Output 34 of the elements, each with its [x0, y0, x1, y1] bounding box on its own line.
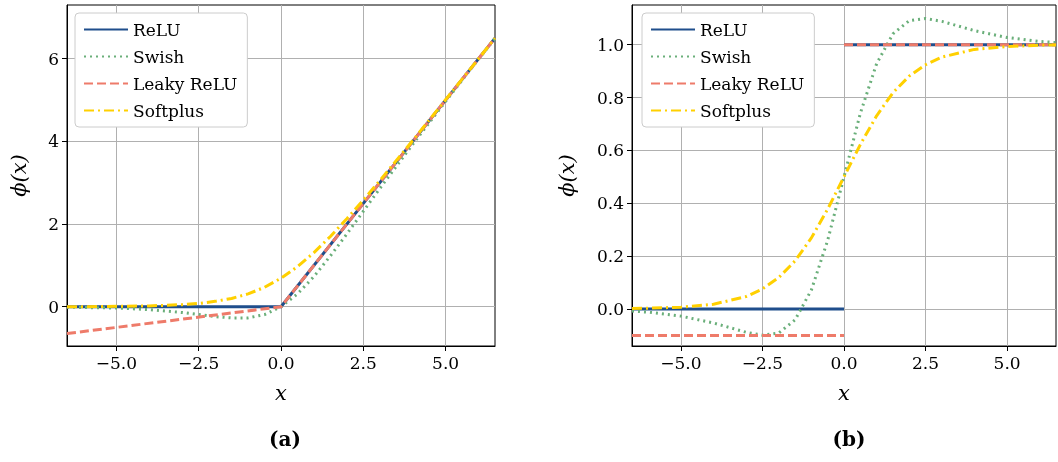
y-axis-title: ϕ(x)	[6, 154, 31, 197]
y-tick-label: 0.2	[596, 246, 624, 267]
x-tick-label: 2.5	[912, 352, 940, 373]
y-tick-label: 4	[48, 131, 59, 152]
y-axis-title: ϕ(x)	[554, 154, 579, 197]
legend-label: ReLU	[133, 19, 181, 40]
x-tick-label: −5.0	[95, 352, 138, 373]
x-tick-label: 0.0	[830, 352, 858, 373]
y-tick-label: 0.8	[596, 87, 624, 108]
y-tick-label: 6	[48, 48, 59, 69]
y-tick-label: 0.6	[596, 140, 624, 161]
y-tick-label: 0.4	[596, 193, 624, 214]
y-tick-label: 1.0	[596, 34, 624, 55]
x-tick-label: 5.0	[432, 352, 460, 373]
x-axis-title: x	[275, 380, 288, 405]
text: (b)	[832, 427, 866, 451]
legend-label: Leaky ReLU	[133, 73, 238, 94]
legend-label: ReLU	[700, 19, 748, 40]
legend-label: Swish	[700, 46, 752, 67]
x-tick-label: 0.0	[267, 352, 295, 373]
x-tick-label: 2.5	[349, 352, 377, 373]
y-tick-label: 2	[48, 214, 59, 235]
legend-label: Softplus	[133, 100, 204, 121]
legend-label: Swish	[133, 46, 185, 67]
x-axis-title: x	[838, 380, 851, 405]
x-tick-label: 5.0	[993, 352, 1021, 373]
x-tick-label: −2.5	[178, 352, 220, 373]
y-tick-label: 0	[48, 296, 59, 317]
text: (a)	[269, 427, 301, 451]
legend-label: Leaky ReLU	[700, 73, 805, 94]
x-tick-label: −5.0	[660, 352, 702, 373]
x-tick-label: −2.5	[741, 352, 784, 373]
legend-label: Softplus	[700, 100, 771, 121]
y-tick-label: 0.0	[596, 298, 624, 319]
